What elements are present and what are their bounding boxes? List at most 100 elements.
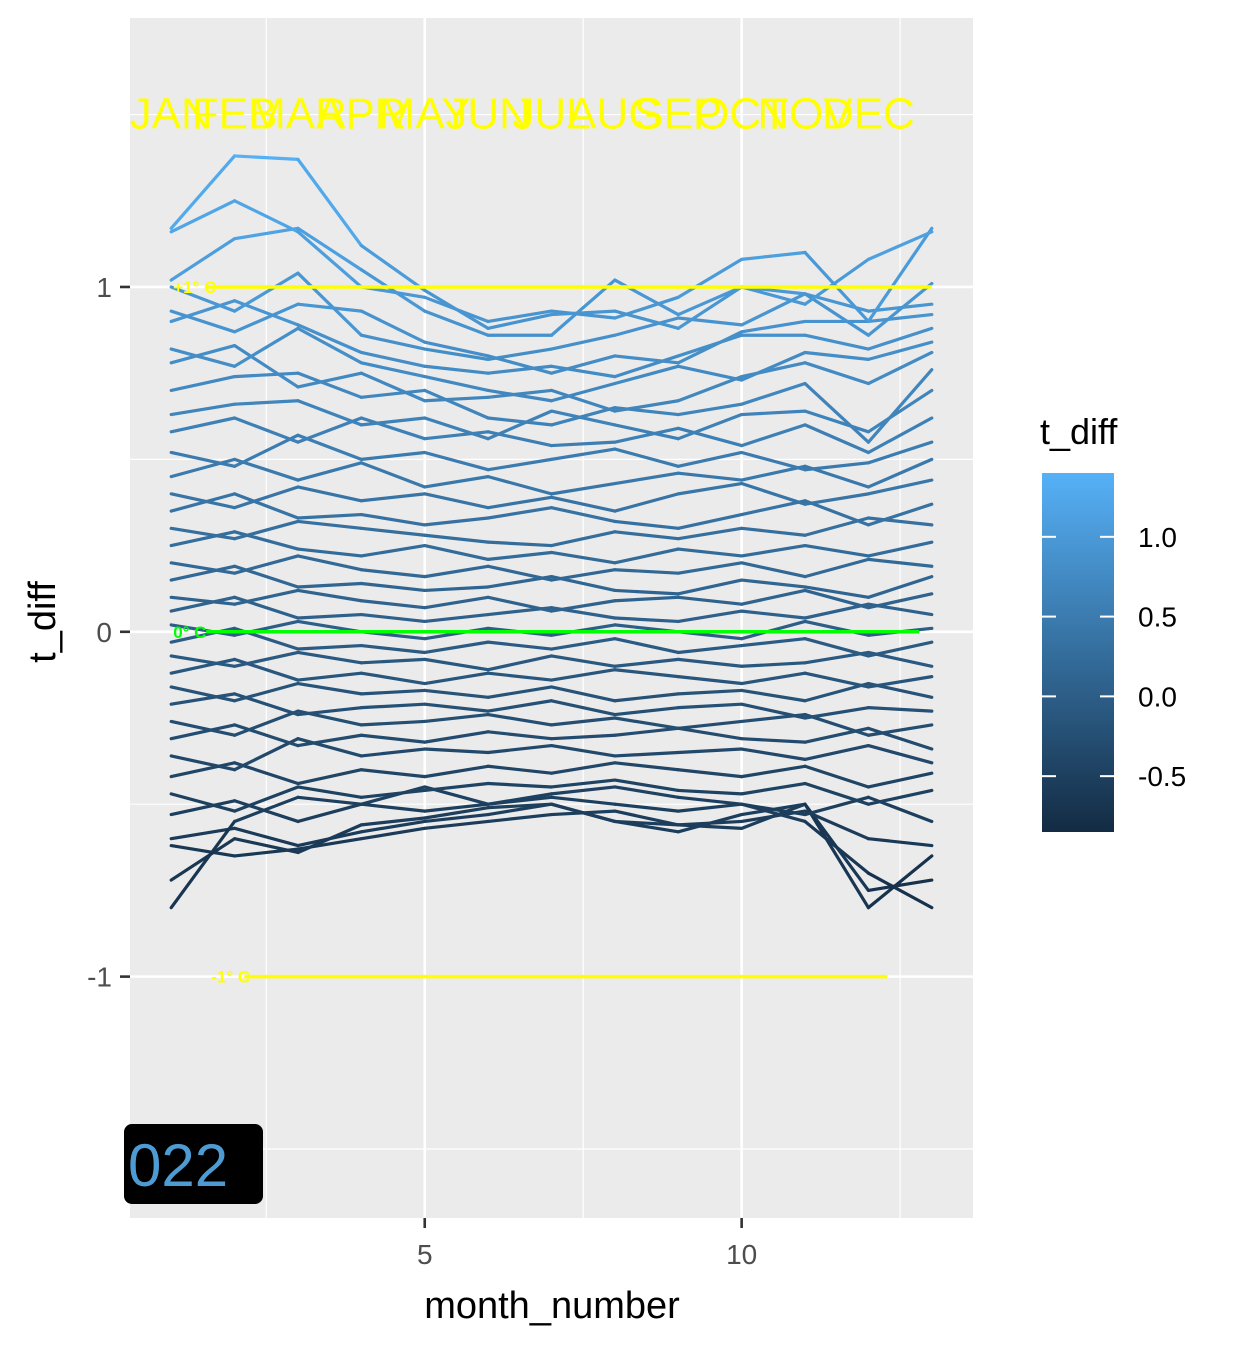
series-segment [232,416,300,444]
month-label: MAR [249,90,347,139]
series-segment [232,492,300,520]
series-segment [740,737,807,744]
series-segment [803,492,871,506]
series-segment [803,802,871,910]
series-segment [613,309,680,330]
series-segment [740,526,807,537]
series-segment [740,319,807,334]
series-segment [232,723,300,748]
legend-tick-label: 1.0 [1138,522,1177,553]
series-segment [803,681,871,703]
series-segment [423,812,490,824]
series-segment [613,399,680,413]
series-segment [549,550,617,565]
series-segment [359,416,427,441]
series-segment [613,706,680,717]
month-label: SEP [634,90,722,139]
series-segment [169,450,237,468]
series-segment [549,278,617,337]
series-segment [676,595,744,606]
series-segment [423,340,490,358]
series-segment [676,561,744,575]
series-segment [359,388,427,399]
series-segment [676,788,744,796]
series-segment [232,343,300,389]
series-segment [803,712,871,737]
series-line [169,737,934,772]
series-segment [803,543,871,558]
series-segment [486,550,554,561]
series-segment [232,302,300,334]
series-segment [613,354,680,365]
series-segment [676,285,744,317]
series-segment [740,450,807,472]
series-segment [359,268,427,313]
series-segment [296,795,363,806]
series-line [169,154,934,330]
series-segment [549,381,617,403]
series-line [169,492,934,530]
month-label: NOV [757,90,853,139]
series-segment [866,478,934,496]
series-segment [549,668,617,682]
series-line [169,416,934,455]
series-segment [803,333,871,351]
series-line [169,723,934,751]
y-tick-label: 0 [96,617,112,648]
series-segment [676,768,744,779]
month-label: JUL [512,90,590,139]
series-segment [549,802,617,824]
series-segment [803,257,871,306]
series-segment [613,809,680,827]
series-segment [549,409,617,427]
series-segment [803,461,871,472]
series-segment [803,585,871,599]
series-segment [296,399,363,427]
legend: t_diff 1.0 0.5 0.0 -0.5 [1040,411,1186,832]
series-segment [549,743,617,758]
series-segment [296,323,363,355]
series-segment [486,564,554,582]
series-segment [740,481,807,506]
reference-lines: +1° C 0° C -1° C [173,278,932,987]
series-segment [549,364,617,379]
series-segment [613,426,680,444]
series-segment [676,426,744,448]
series-segment [613,726,680,737]
series-segment [803,423,871,455]
series-segment [866,640,934,658]
series-segment [423,802,490,813]
series-segment [676,330,744,365]
series-segment [866,854,934,910]
series-segment [740,285,807,306]
series-segment [296,706,363,717]
series-segment [613,530,680,541]
series-segment [676,657,744,668]
y-tick-label: 1 [96,272,112,303]
series-segment [359,802,427,813]
series-segment [423,640,490,655]
series-segment [866,575,934,599]
series-segment [676,702,744,710]
series-segment [169,457,237,479]
series-segment [613,657,680,668]
series-segment [549,654,617,668]
series-segment [613,595,680,603]
series-segment [740,764,807,779]
series-segment [296,271,363,337]
series-segment [613,778,680,793]
series-segment [613,492,680,513]
month-label: FEB [192,90,278,139]
series-segment [549,309,617,317]
series-segment [803,602,871,620]
series-segment [613,819,680,827]
series-segment [232,837,300,855]
series-segment [613,616,680,624]
series-segment [486,699,554,713]
series-segment [740,747,807,761]
series-segment [740,802,807,817]
series-segment [740,671,807,686]
series-segment [423,595,490,610]
series-segment [423,764,490,779]
series-segment [676,285,744,330]
